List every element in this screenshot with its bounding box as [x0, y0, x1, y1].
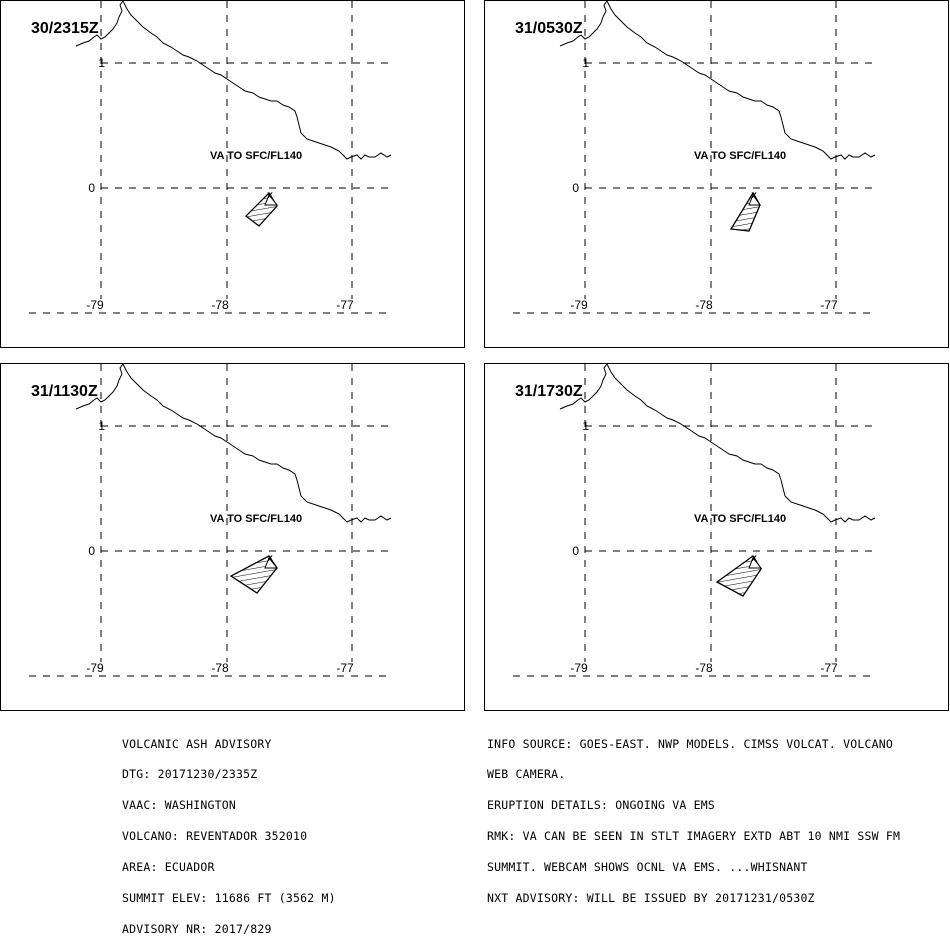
- lon-label-77: -77: [336, 661, 354, 675]
- volcano-marker: x: [751, 190, 757, 201]
- forecast-panel-1: 1 0 -79 -78 -77 VA TO SFC/FL140 x 30/231…: [0, 0, 465, 348]
- lon-label-78: -78: [695, 298, 713, 312]
- advisory-line: DTG: 20171230/2335Z: [122, 767, 258, 782]
- lat-label-1: 1: [582, 56, 589, 70]
- ash-cloud-polygon: x: [729, 190, 761, 232]
- grid-labels: 1 0 -79 -78 -77 VA TO SFC/FL140: [86, 419, 354, 675]
- lon-label-77: -77: [820, 661, 838, 675]
- lon-label-79: -79: [570, 661, 588, 675]
- lon-label-78: -78: [695, 661, 713, 675]
- forecast-panel-2: 1 0 -79 -78 -77 VA TO SFC/FL140 x 31/053…: [484, 0, 949, 348]
- valid-time-label: 30/2315Z: [31, 20, 99, 37]
- advisory-header-block: VOLCANIC ASH ADVISORY DTG: 20171230/2335…: [122, 718, 336, 945]
- lat-label-0: 0: [572, 181, 579, 195]
- forecast-panel-3: 1 0 -79 -78 -77 VA TO SFC/FL140 x 31/113…: [0, 363, 465, 711]
- grid-labels: 1 0 -79 -78 -77 VA TO SFC/FL140: [86, 56, 354, 312]
- remarks-line: ERUPTION DETAILS: ONGOING VA EMS: [487, 798, 715, 813]
- remarks-line: NXT ADVISORY: WILL BE ISSUED BY 20171231…: [487, 891, 815, 906]
- volcano-marker: x: [267, 553, 273, 564]
- ash-cloud-polygon: x: [245, 190, 279, 227]
- advisory-line: VOLCANIC ASH ADVISORY: [122, 736, 272, 751]
- map-canvas: 1 0 -79 -78 -77 VA TO SFC/FL140 x: [513, 364, 876, 677]
- lat-lon-grid: [513, 1, 873, 314]
- advisory-line: AREA: ECUADOR: [122, 860, 215, 875]
- coastline: [75, 1, 392, 160]
- ash-cloud-polygon: x: [715, 553, 763, 597]
- volcano-marker: x: [751, 553, 757, 564]
- valid-time-label: 31/1130Z: [31, 383, 98, 400]
- forecast-panel-4: 1 0 -79 -78 -77 VA TO SFC/FL140 x 31/173…: [484, 363, 949, 711]
- lat-label-0: 0: [88, 544, 95, 558]
- advisory-remarks-block: INFO SOURCE: GOES-EAST. NWP MODELS. CIMS…: [487, 718, 900, 914]
- coastline: [75, 364, 392, 523]
- map-canvas: 1 0 -79 -78 -77 VA TO SFC/FL140 x: [29, 1, 392, 314]
- advisory-line: VAAC: WASHINGTON: [122, 798, 236, 813]
- remarks-line: WEB CAMERA.: [487, 767, 566, 782]
- lat-label-1: 1: [98, 419, 105, 433]
- advisory-line: VOLCANO: REVENTADOR 352010: [122, 829, 308, 844]
- valid-time-label: 31/0530Z: [515, 20, 583, 37]
- lon-label-77: -77: [820, 298, 838, 312]
- lon-label-78: -78: [211, 298, 229, 312]
- remarks-line: SUMMIT. WEBCAM SHOWS OCNL VA EMS. ...WHI…: [487, 860, 808, 875]
- lat-label-1: 1: [98, 56, 105, 70]
- grid-labels: 1 0 -79 -78 -77 VA TO SFC/FL140: [570, 419, 838, 675]
- valid-time-label: 31/1730Z: [515, 383, 583, 400]
- lat-label-0: 0: [572, 544, 579, 558]
- lat-lon-grid: [513, 364, 873, 677]
- va-height-label: VA TO SFC/FL140: [694, 513, 786, 525]
- ash-cloud-polygon: x: [229, 553, 279, 594]
- map-canvas: 1 0 -79 -78 -77 VA TO SFC/FL140 x: [513, 1, 876, 314]
- lat-lon-grid: [29, 364, 389, 677]
- map-canvas: 1 0 -79 -78 -77 VA TO SFC/FL140 x: [29, 364, 392, 677]
- lat-lon-grid: [29, 1, 389, 314]
- advisory-line: ADVISORY NR: 2017/829: [122, 921, 272, 936]
- lat-label-1: 1: [582, 419, 589, 433]
- va-height-label: VA TO SFC/FL140: [210, 513, 302, 525]
- va-height-label: VA TO SFC/FL140: [210, 150, 302, 162]
- grid-labels: 1 0 -79 -78 -77 VA TO SFC/FL140: [570, 56, 838, 312]
- advisory-line: SUMMIT ELEV: 11686 FT (3562 M): [122, 891, 336, 906]
- lon-label-79: -79: [86, 298, 104, 312]
- va-height-label: VA TO SFC/FL140: [694, 150, 786, 162]
- lon-label-79: -79: [86, 661, 104, 675]
- lon-label-78: -78: [211, 661, 229, 675]
- volcano-marker: x: [267, 190, 273, 201]
- remarks-line: RMK: VA CAN BE SEEN IN STLT IMAGERY EXTD…: [487, 829, 901, 844]
- coastline: [559, 364, 876, 523]
- lon-label-77: -77: [336, 298, 354, 312]
- coastline: [559, 1, 876, 160]
- lat-label-0: 0: [88, 181, 95, 195]
- lon-label-79: -79: [570, 298, 588, 312]
- remarks-line: INFO SOURCE: GOES-EAST. NWP MODELS. CIMS…: [487, 736, 894, 751]
